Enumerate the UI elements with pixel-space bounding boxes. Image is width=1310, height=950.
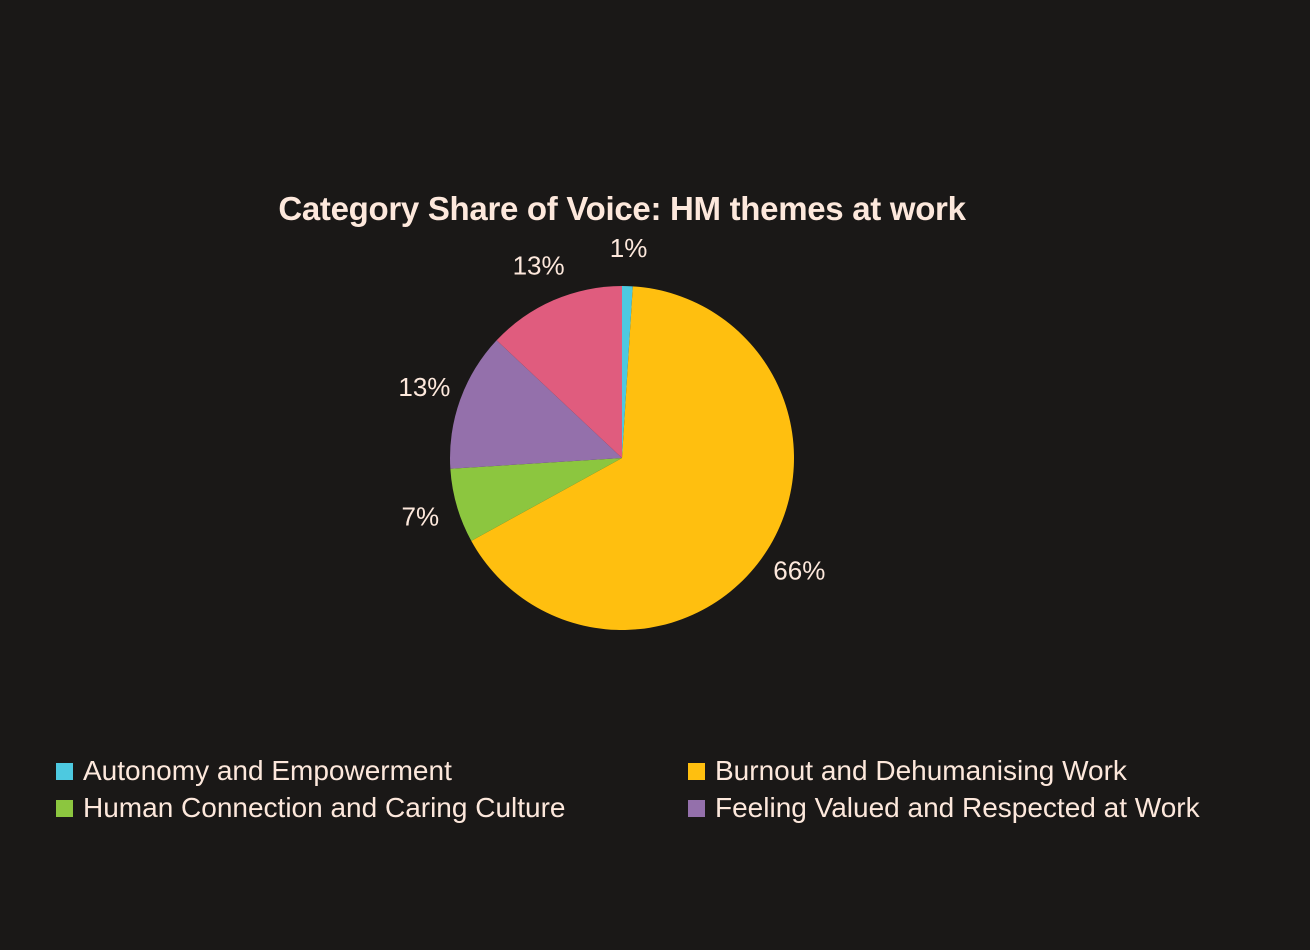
legend-item-human-connection-and-caring-culture: Human Connection and Caring Culture [56, 792, 688, 823]
pie-slice-burnout-and-dehumanising-work [471, 286, 795, 631]
legend-swatch [688, 762, 705, 780]
pie-slice-unlabeled-4 [496, 286, 622, 458]
legend: Autonomy and Empowerment Burnout and Dehu… [56, 755, 1276, 823]
pie-slices [450, 286, 795, 631]
legend-swatch [56, 762, 73, 780]
pie-data-label: 1% [610, 233, 648, 263]
pie-slice-autonomy-and-empowerment [622, 286, 633, 458]
pie-slice-feeling-valued-and-respected-at-work [450, 340, 622, 469]
chart-title: Category Share of Voice: HM themes at wo… [278, 190, 966, 227]
legend-item-burnout-and-dehumanising-work: Burnout and Dehumanising Work [688, 755, 1248, 786]
legend-label: Autonomy and Empowerment [83, 755, 452, 786]
legend-item-feeling-valued-and-respected-at-work: Feeling Valued and Respected at Work [688, 792, 1248, 823]
pie-data-label: 13% [398, 372, 450, 402]
pie-data-labels: 1% 66% 7% 13% 13% [398, 233, 825, 585]
legend-swatch [688, 799, 705, 817]
legend-label: Burnout and Dehumanising Work [715, 755, 1127, 786]
legend-swatch [56, 799, 73, 817]
legend-label: Human Connection and Caring Culture [83, 792, 566, 823]
legend-label: Feeling Valued and Respected at Work [715, 792, 1200, 823]
pie-slice-human-connection-and-caring-culture [450, 458, 622, 541]
pie-data-label: 66% [773, 556, 825, 586]
pie-data-label: 7% [402, 502, 440, 532]
pie-data-label: 13% [513, 250, 565, 280]
legend-item-autonomy-and-empowerment: Autonomy and Empowerment [56, 755, 688, 786]
